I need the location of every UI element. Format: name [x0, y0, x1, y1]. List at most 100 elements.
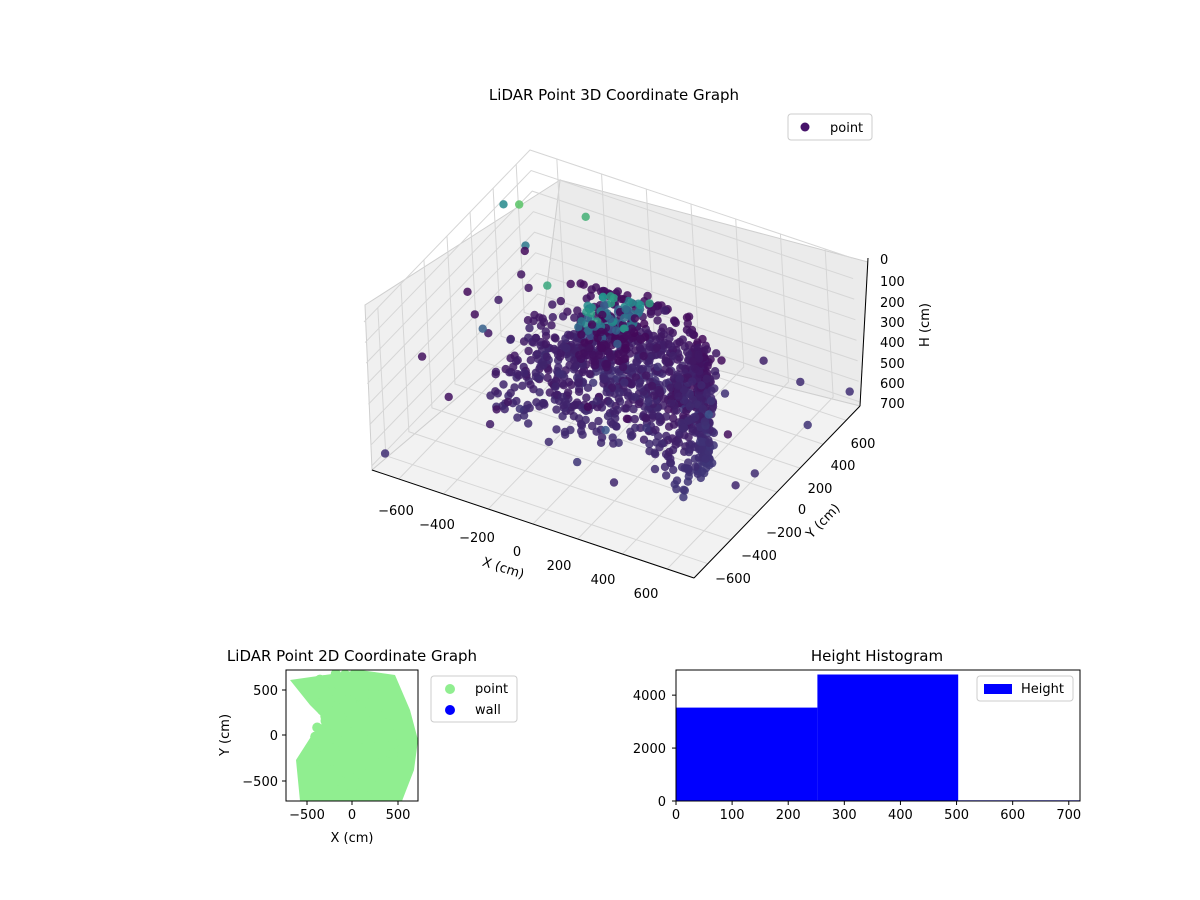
data-point	[551, 334, 560, 343]
data-point	[585, 369, 594, 379]
data-point	[359, 742, 370, 753]
data-point	[377, 699, 388, 710]
data-point	[673, 381, 683, 390]
data-point	[672, 484, 681, 494]
data-point	[698, 404, 707, 413]
data-point	[478, 324, 487, 333]
data-point	[309, 696, 320, 707]
data-point	[691, 462, 700, 471]
data-point	[326, 777, 336, 788]
data-point	[666, 383, 675, 392]
data-point	[707, 386, 716, 395]
data-point	[548, 300, 557, 309]
data-point	[515, 200, 524, 209]
y-tick-label: −200	[766, 526, 802, 541]
data-point	[324, 694, 335, 705]
data-point	[361, 671, 372, 682]
data-point	[551, 382, 560, 391]
data-point	[573, 457, 582, 467]
data-point	[376, 711, 387, 722]
data-point	[675, 337, 684, 347]
data-point	[656, 350, 666, 359]
data-point	[602, 388, 611, 397]
grid-line	[423, 259, 755, 517]
z-tick-label: 500	[880, 357, 905, 372]
data-point	[666, 342, 676, 351]
data-point	[370, 785, 381, 796]
data-point	[340, 670, 351, 680]
data-point	[750, 469, 759, 478]
data-point	[670, 317, 680, 326]
x-tick-label: −600	[378, 504, 414, 519]
data-point	[621, 354, 630, 363]
data-point	[628, 363, 637, 372]
x-tick-label: 200	[547, 559, 572, 574]
y-tick-label: 0	[270, 729, 278, 744]
data-point	[598, 293, 608, 302]
data-point	[612, 326, 621, 335]
y-tick-label: 500	[253, 684, 278, 699]
data-point	[563, 307, 572, 316]
data-point	[484, 329, 493, 338]
data-point	[417, 352, 427, 361]
x-tick-label: −200	[459, 531, 495, 546]
point-cloud-dots	[308, 670, 399, 801]
data-point	[662, 431, 671, 441]
x-axis-line	[371, 469, 695, 579]
data-point	[632, 357, 641, 366]
data-point	[635, 343, 645, 352]
data-point	[641, 371, 651, 380]
x-tick-label: 0	[513, 545, 521, 560]
data-point	[525, 323, 534, 333]
data-point	[576, 354, 586, 364]
y-axis-line	[693, 405, 861, 579]
grid-line	[370, 272, 859, 446]
data-point	[524, 419, 533, 428]
data-point	[524, 346, 533, 356]
data-point	[323, 734, 334, 745]
legend-marker-point	[445, 684, 455, 694]
data-point	[594, 350, 604, 359]
data-point	[627, 298, 636, 307]
data-point	[648, 410, 657, 419]
data-point	[656, 332, 666, 341]
data-point	[574, 378, 583, 387]
z-tick-label: 100	[880, 275, 905, 290]
data-point	[621, 343, 630, 353]
data-point	[636, 300, 645, 310]
data-point	[671, 440, 680, 449]
data-point	[368, 727, 379, 738]
data-point	[352, 765, 363, 776]
scatter3d-chart: LiDAR Point 3D Coordinate Graph −600 −40…	[363, 86, 933, 602]
data-point	[601, 360, 610, 369]
data-point	[688, 357, 698, 366]
data-point	[614, 356, 623, 366]
data-point	[674, 392, 683, 401]
data-point	[463, 287, 472, 296]
data-point	[583, 383, 593, 392]
x-tick-label: 0	[348, 808, 356, 823]
data-point	[647, 381, 657, 391]
legend-label-point: point	[475, 682, 508, 697]
data-point	[506, 335, 515, 344]
data-point	[644, 397, 653, 407]
data-point	[315, 725, 326, 736]
data-point	[505, 368, 514, 377]
data-point	[563, 388, 573, 397]
data-point	[532, 398, 541, 407]
data-point	[529, 316, 538, 326]
data-point	[544, 437, 553, 447]
data-point	[547, 321, 556, 330]
data-point	[705, 438, 714, 448]
data-point	[694, 343, 703, 353]
data-point	[377, 730, 388, 741]
data-point	[359, 734, 370, 745]
legend-marker-wall	[445, 705, 455, 715]
data-point	[685, 445, 694, 454]
data-point	[375, 689, 386, 700]
data-point	[375, 757, 386, 768]
x-tick-label: 200	[776, 808, 801, 823]
data-point	[518, 381, 527, 390]
data-point	[545, 388, 554, 397]
x-tick-label: 100	[720, 808, 745, 823]
